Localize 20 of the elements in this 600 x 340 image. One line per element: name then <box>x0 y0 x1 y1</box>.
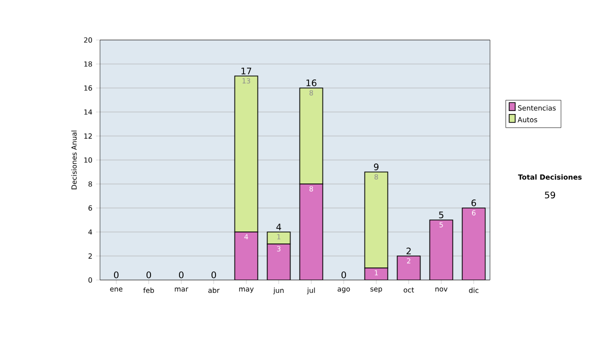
bar <box>266 232 291 244</box>
total-label: 6 <box>472 199 476 206</box>
total-label: 2 <box>406 248 411 254</box>
bar <box>396 256 421 280</box>
bar <box>299 184 324 280</box>
text: 59 <box>544 192 556 198</box>
total-label: 5 <box>439 212 444 218</box>
total-label: 0 <box>211 271 216 278</box>
total-label: 17 <box>242 68 252 74</box>
bar <box>429 220 454 280</box>
total-label: 9 <box>374 163 378 170</box>
total-label: 4 <box>276 224 282 230</box>
total-label: 0 <box>146 271 152 278</box>
bar <box>234 232 258 280</box>
bar <box>266 244 291 280</box>
total-label: 0 <box>114 271 119 278</box>
total-label: 0 <box>341 271 346 278</box>
total-label: 0 <box>178 271 184 278</box>
total-label: 16 <box>306 79 316 86</box>
bar <box>462 208 486 280</box>
